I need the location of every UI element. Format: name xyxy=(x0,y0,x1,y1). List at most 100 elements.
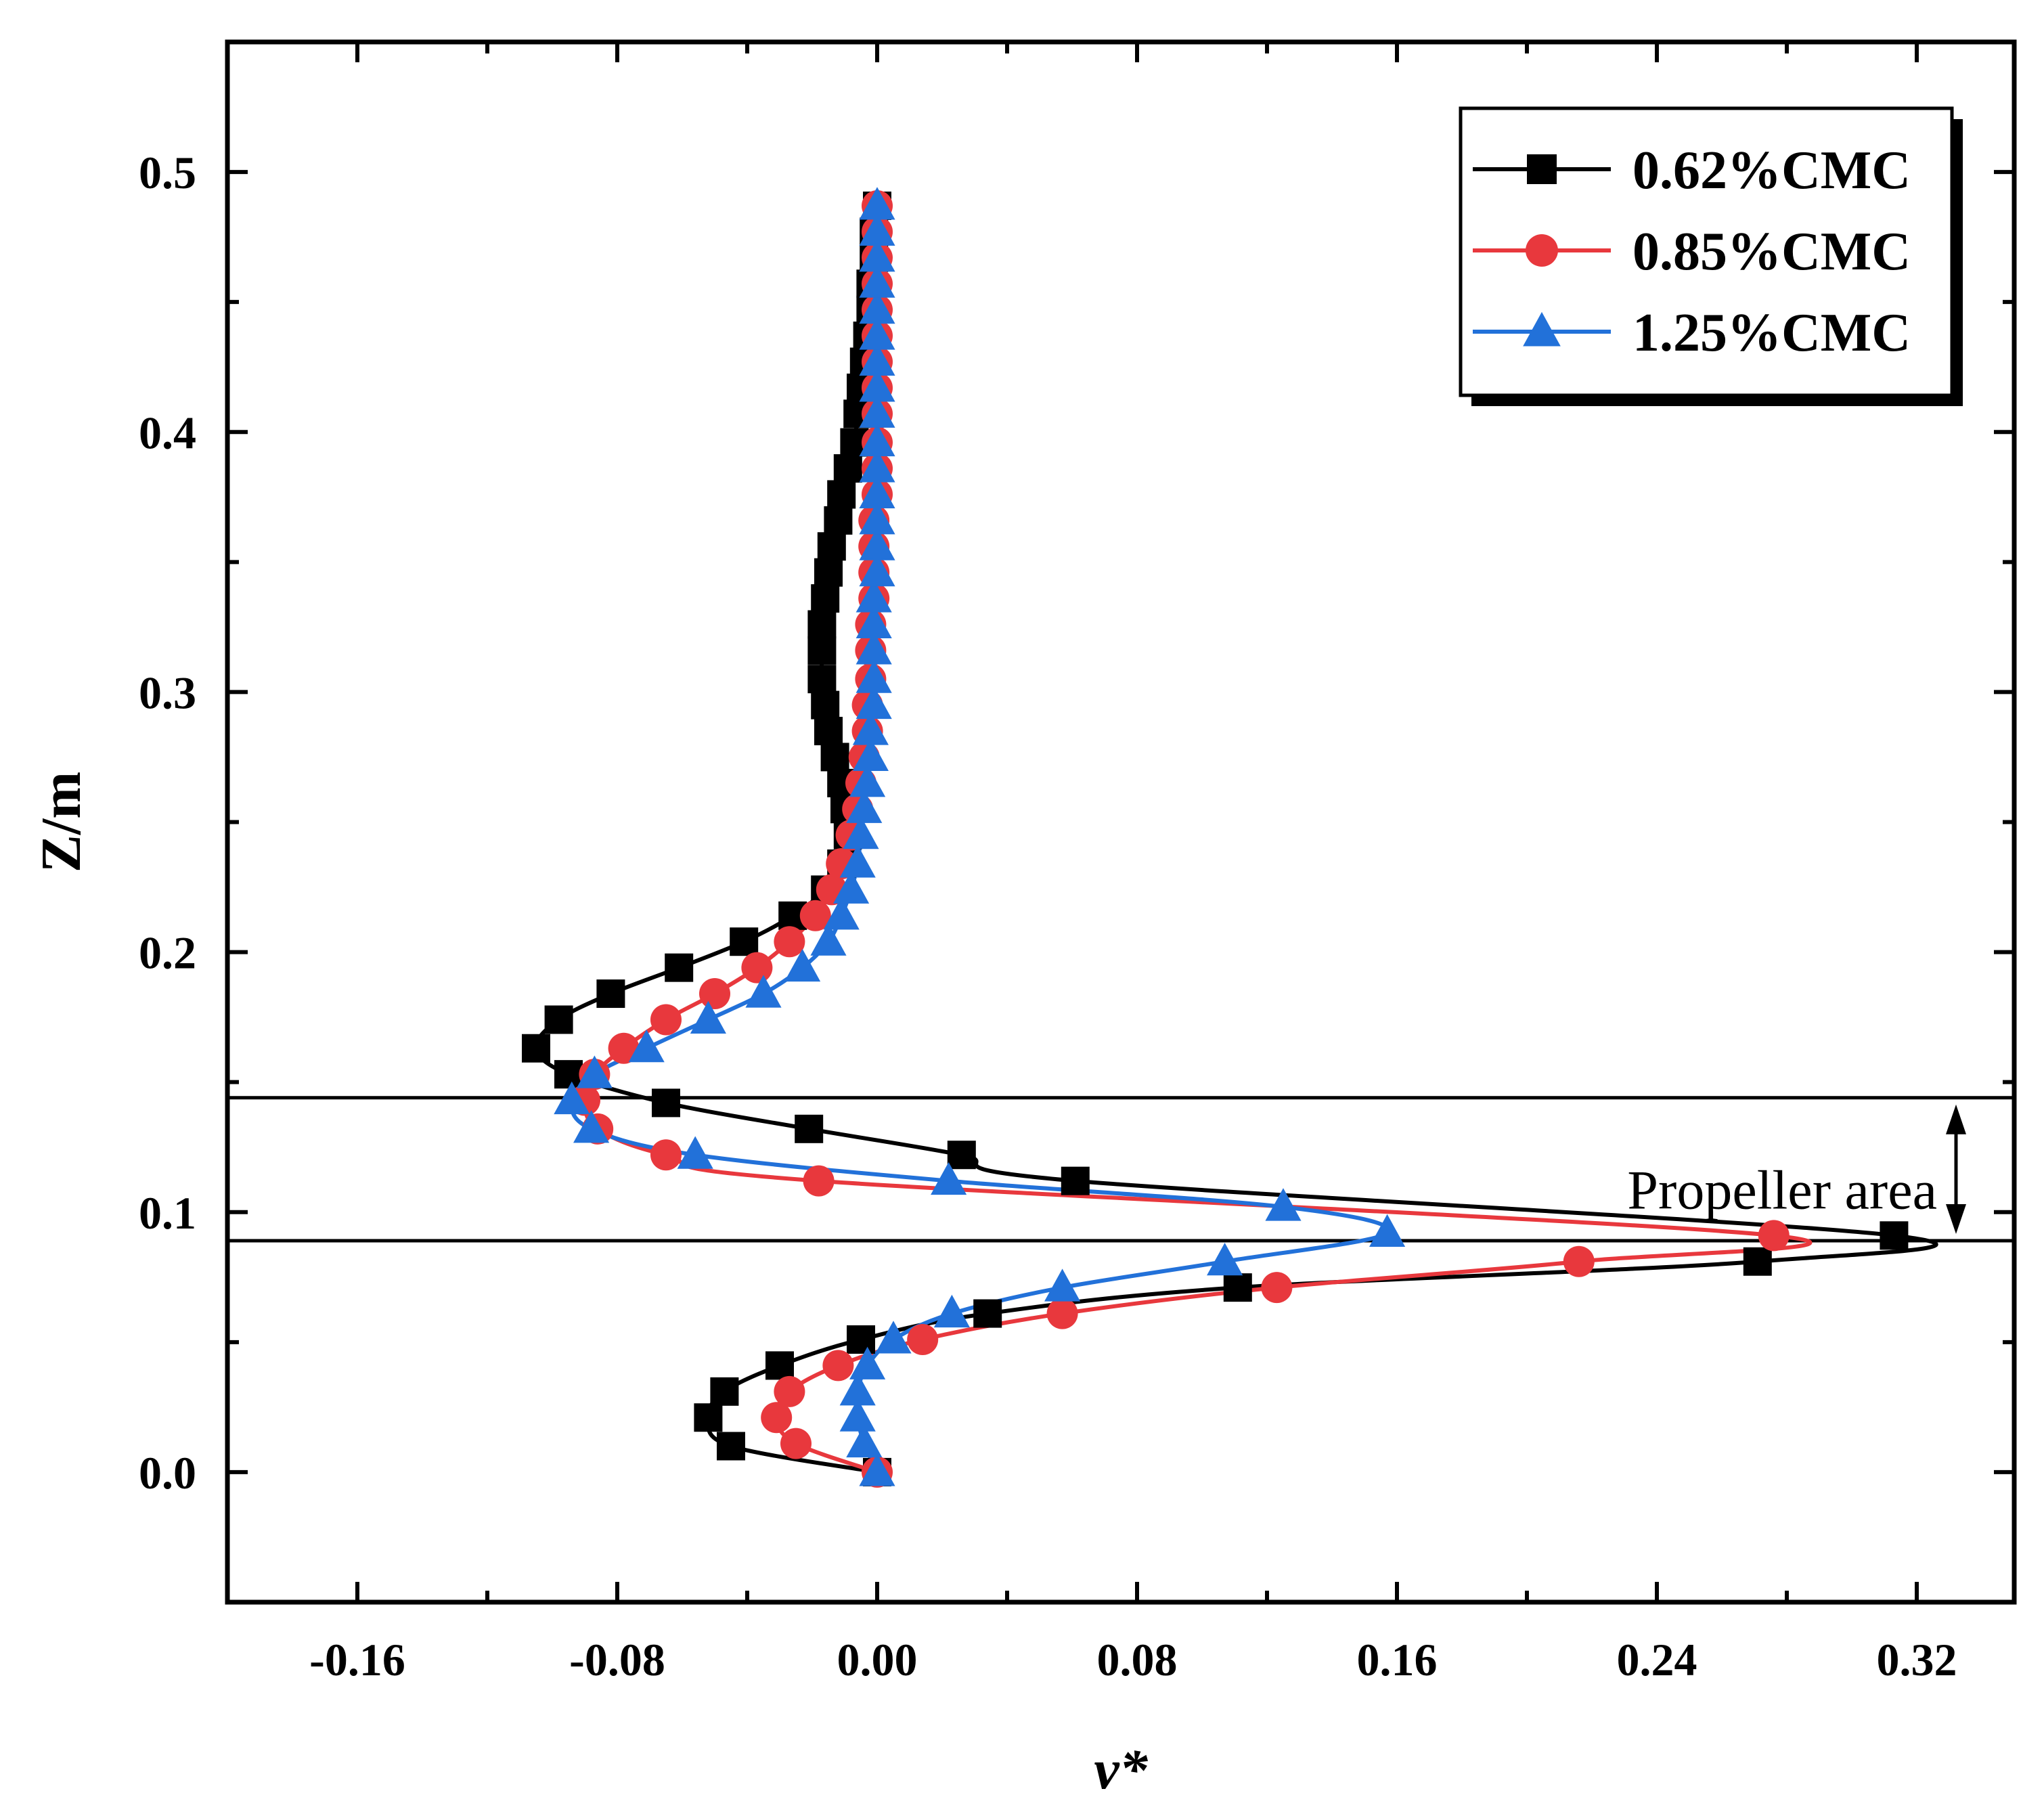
square-marker xyxy=(765,1351,794,1380)
triangle-marker xyxy=(810,923,847,956)
square-marker xyxy=(947,1141,976,1170)
triangle-marker xyxy=(859,265,895,298)
axis-tick-labels: -0.16 -0.08 0.00 0.08 0.16 0.24 0.32 0.0 0.1 0.2 0… xyxy=(139,147,1957,1685)
triangle-marker xyxy=(576,1055,613,1088)
triangle-marker xyxy=(856,686,892,720)
circle-marker xyxy=(803,1165,835,1197)
square-marker xyxy=(973,1299,1002,1328)
triangle-marker xyxy=(859,1453,895,1486)
circle-marker xyxy=(822,1350,854,1382)
circle-marker xyxy=(1563,1245,1595,1277)
square-marker xyxy=(665,953,694,982)
legend-label: 1.25%CMC xyxy=(1632,303,1911,363)
square-marker xyxy=(814,558,843,587)
triangle-marker xyxy=(690,1000,726,1034)
square-marker xyxy=(544,1005,573,1034)
triangle-marker xyxy=(859,213,895,246)
y-axis-title: Z/m xyxy=(30,772,93,872)
square-marker xyxy=(847,1325,875,1354)
triangle-marker xyxy=(1369,1214,1406,1247)
propeller-area-label: Propeller area xyxy=(1627,1159,1937,1220)
circle-marker xyxy=(761,1402,793,1434)
square-marker xyxy=(1743,1247,1772,1276)
circle-marker xyxy=(774,926,805,958)
triangle-marker xyxy=(839,845,876,878)
x-tick-label: 0.00 xyxy=(837,1634,918,1685)
square-marker xyxy=(1527,154,1557,184)
circle-marker xyxy=(1261,1272,1293,1304)
square-marker xyxy=(694,1403,723,1432)
triangle-marker xyxy=(859,187,895,220)
triangle-marker xyxy=(931,1162,967,1195)
triangle-marker xyxy=(859,317,895,350)
circle-marker xyxy=(699,978,730,1010)
square-marker xyxy=(1223,1273,1252,1302)
square-marker xyxy=(817,532,846,561)
square-marker xyxy=(807,610,837,639)
triangle-marker xyxy=(1265,1188,1302,1221)
square-marker xyxy=(820,743,849,772)
square-marker xyxy=(522,1034,550,1063)
triangle-marker xyxy=(839,1373,876,1406)
triangle-marker xyxy=(856,660,892,693)
square-marker xyxy=(710,1377,739,1406)
triangle-marker xyxy=(833,870,870,904)
triangle-marker xyxy=(859,423,895,457)
circle-marker xyxy=(774,1375,805,1407)
square-marker xyxy=(811,584,840,613)
triangle-marker xyxy=(784,948,821,982)
x-tick-label: 0.16 xyxy=(1357,1634,1438,1685)
x-tick-label: -0.08 xyxy=(569,1634,665,1685)
square-marker xyxy=(554,1060,583,1089)
legend-label: 0.62%CMC xyxy=(1632,141,1911,200)
square-marker xyxy=(811,690,840,720)
square-marker xyxy=(730,927,759,956)
circle-marker xyxy=(1526,234,1558,267)
arrow-head-down xyxy=(1946,1204,1966,1235)
circle-marker xyxy=(1046,1298,1078,1329)
y-tick-label: 0.5 xyxy=(139,147,196,198)
triangle-marker xyxy=(852,712,889,745)
triangle-marker xyxy=(856,605,892,639)
triangle-marker xyxy=(823,897,860,930)
square-marker xyxy=(717,1432,745,1461)
square-marker xyxy=(814,717,843,746)
triangle-marker xyxy=(859,290,895,324)
square-marker xyxy=(1061,1166,1090,1195)
triangle-marker xyxy=(875,1321,912,1354)
x-tick-label: 0.32 xyxy=(1877,1634,1957,1685)
square-marker xyxy=(824,506,853,535)
square-marker xyxy=(795,1114,824,1143)
triangle-marker xyxy=(856,632,892,665)
square-marker xyxy=(827,480,856,509)
circle-marker xyxy=(799,900,831,931)
circle-marker xyxy=(741,952,773,984)
circle-marker xyxy=(608,1032,640,1064)
triangle-marker xyxy=(745,975,782,1008)
triangle-marker xyxy=(859,475,895,508)
y-tick-label: 0.0 xyxy=(139,1447,196,1499)
triangle-marker xyxy=(1044,1268,1081,1302)
series-markers-3 xyxy=(554,187,1406,1486)
triangle-marker xyxy=(852,738,889,771)
legend-label: 0.85%CMC xyxy=(1632,222,1911,282)
x-tick-label: -0.16 xyxy=(309,1634,405,1685)
y-tick-label: 0.3 xyxy=(139,667,196,718)
plot-frame xyxy=(225,39,2017,1605)
triangle-marker xyxy=(849,764,886,797)
triangle-marker xyxy=(859,395,895,428)
y-tick-label: 0.2 xyxy=(139,927,196,979)
triangle-marker xyxy=(933,1294,970,1328)
triangle-marker xyxy=(859,527,895,560)
y-tick-label: 0.1 xyxy=(139,1187,196,1239)
triangle-marker xyxy=(859,502,895,535)
x-axis-title: ν* xyxy=(1094,1738,1148,1801)
square-marker xyxy=(1880,1221,1909,1250)
square-marker xyxy=(807,665,837,694)
arrow-head-up xyxy=(1946,1104,1966,1134)
circle-marker xyxy=(780,1428,812,1459)
x-tick-label: 0.24 xyxy=(1617,1634,1697,1685)
circle-marker xyxy=(650,1139,682,1171)
triangle-marker xyxy=(677,1136,713,1169)
